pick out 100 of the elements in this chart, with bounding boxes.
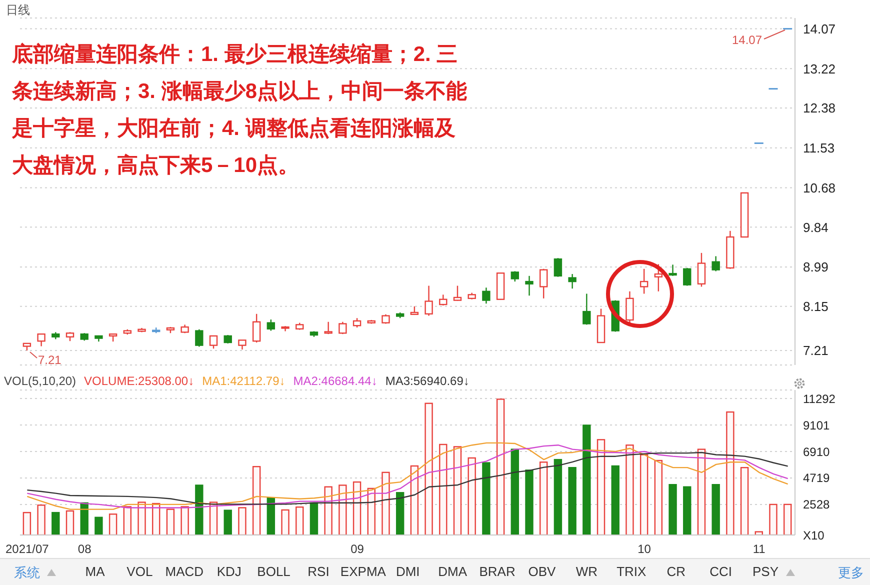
bar bbox=[396, 492, 404, 535]
bar bbox=[338, 484, 347, 535]
chart-title: 日线 bbox=[6, 2, 30, 19]
bar bbox=[754, 531, 763, 535]
bar bbox=[352, 481, 362, 535]
y-tick-label: 4719 bbox=[803, 471, 830, 486]
candlestick bbox=[525, 275, 534, 296]
bar bbox=[310, 502, 318, 535]
y-tick-label: 8.15 bbox=[803, 299, 828, 314]
candlestick bbox=[668, 264, 677, 277]
x-tick-label: 08 bbox=[78, 542, 92, 556]
text: VOLUME:25308.00↓ bbox=[84, 374, 194, 388]
bar bbox=[510, 448, 520, 535]
y-tick-label: 9101 bbox=[803, 418, 830, 432]
candlestick bbox=[324, 321, 332, 335]
text: EXPMA bbox=[340, 564, 386, 579]
candlestick bbox=[209, 335, 218, 350]
text: PSY bbox=[752, 564, 779, 579]
candlestick bbox=[712, 256, 720, 272]
line-series bbox=[26, 452, 788, 505]
bar bbox=[640, 454, 648, 535]
y-tick-label: 14.07 bbox=[803, 21, 836, 36]
bar bbox=[439, 444, 448, 535]
bar bbox=[712, 484, 720, 535]
bar bbox=[668, 484, 677, 535]
y-tick-label: 8.99 bbox=[803, 260, 828, 275]
bar bbox=[108, 514, 118, 535]
annotation: 14.07 bbox=[732, 33, 762, 47]
y-tick-label: X10 bbox=[803, 528, 825, 542]
text: 系统 bbox=[14, 564, 40, 582]
text: KDJ bbox=[216, 564, 242, 579]
candlestick bbox=[554, 257, 562, 278]
candlestick bbox=[338, 321, 347, 335]
candlestick bbox=[568, 273, 576, 290]
bar bbox=[611, 465, 620, 535]
bar bbox=[22, 512, 32, 535]
annotation: 7.21 bbox=[38, 353, 62, 367]
candlestick bbox=[626, 290, 634, 324]
x-tick-label: 11 bbox=[752, 542, 766, 556]
candlestick bbox=[697, 252, 706, 288]
bar bbox=[654, 460, 663, 535]
bar bbox=[697, 448, 706, 535]
candlestick bbox=[252, 313, 261, 344]
candlestick bbox=[540, 268, 548, 300]
bar bbox=[252, 466, 261, 535]
y-tick-label: 13.22 bbox=[803, 61, 836, 76]
candlestick bbox=[654, 264, 663, 292]
candlestick bbox=[640, 268, 648, 294]
x-tick-label: 09 bbox=[350, 542, 364, 556]
x-tick-label: 10 bbox=[638, 542, 652, 556]
bar bbox=[281, 509, 290, 535]
text: VOL bbox=[126, 564, 153, 579]
bar bbox=[266, 497, 276, 535]
bar bbox=[626, 444, 634, 535]
bar bbox=[410, 465, 419, 535]
bar bbox=[540, 462, 548, 535]
bar bbox=[496, 398, 505, 535]
y-tick-label: 12.38 bbox=[803, 100, 836, 116]
bar bbox=[382, 472, 390, 535]
bar bbox=[123, 506, 132, 535]
bar bbox=[195, 484, 204, 535]
text: CR bbox=[666, 564, 686, 579]
bar bbox=[554, 458, 562, 535]
candlestick bbox=[510, 270, 520, 282]
bar bbox=[238, 507, 246, 535]
bar bbox=[568, 466, 576, 535]
bar bbox=[66, 510, 74, 535]
y-tick-label: 7.21 bbox=[803, 343, 828, 358]
legend-title: VOL(5,10,20) bbox=[4, 374, 76, 388]
candlestick bbox=[352, 318, 362, 328]
bar bbox=[468, 457, 476, 535]
candlestick bbox=[453, 285, 462, 302]
text: OBV bbox=[528, 564, 556, 579]
text: 更多 bbox=[838, 564, 864, 582]
bar bbox=[296, 506, 304, 535]
y-tick-label: 10.68 bbox=[803, 180, 836, 196]
text: MACD bbox=[165, 564, 204, 579]
y-tick-label: 11.53 bbox=[803, 140, 835, 156]
text: RSI bbox=[308, 564, 330, 579]
text: BOLL bbox=[257, 564, 290, 579]
text: MA bbox=[85, 564, 105, 579]
bar bbox=[424, 402, 433, 535]
candlestick bbox=[424, 285, 433, 316]
bar bbox=[138, 502, 146, 535]
bar bbox=[166, 508, 175, 535]
y-tick-label: 9.84 bbox=[803, 220, 828, 235]
text: MA2:46684.44↓ bbox=[293, 374, 378, 388]
y-tick-label: 2528 bbox=[803, 498, 830, 512]
bar bbox=[180, 506, 189, 535]
y-tick-label: 11292 bbox=[803, 392, 836, 406]
text: CCI bbox=[710, 564, 732, 579]
text: TRIX bbox=[616, 564, 646, 579]
bar bbox=[324, 486, 332, 535]
bar bbox=[783, 504, 792, 535]
y-tick-label: 6910 bbox=[803, 444, 830, 459]
bar bbox=[525, 470, 534, 535]
bar bbox=[769, 504, 778, 535]
bar bbox=[224, 510, 232, 535]
annotation: 底部缩量连阳条件：1. 最少三根连续缩量；2. 三条连续新高；3. 涨幅最少8点以上，中间一条不能是十字星，大阳在前；4. 调整低点看连阳涨幅及大盘情况，高点下来5－10点。 bbox=[12, 42, 468, 179]
bar bbox=[582, 424, 591, 535]
